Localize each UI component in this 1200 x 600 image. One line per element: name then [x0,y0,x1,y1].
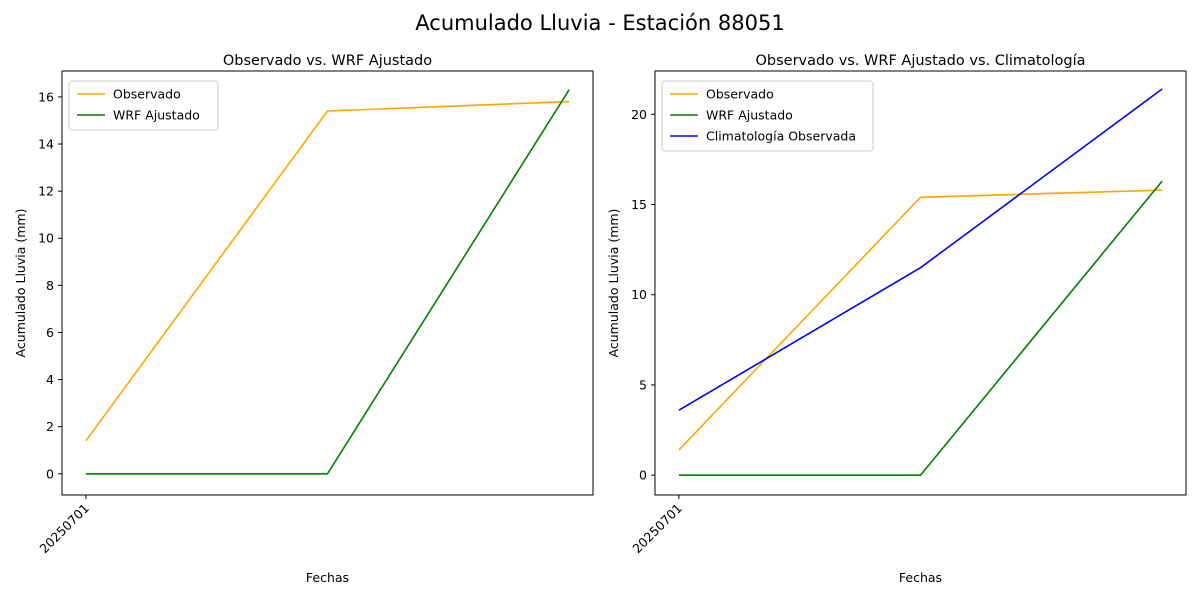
subplot-title: Observado vs. WRF Ajustado [223,53,432,69]
legend-label: Observado [706,87,774,102]
x-axis-label: Fechas [899,570,942,585]
subplot-2: Observado vs. WRF Ajustado vs. Climatolo… [606,53,1187,585]
y-tick-label: 20 [631,107,647,122]
y-axis-label: Acumulado Lluvia (mm) [13,209,28,358]
subplot-title: Observado vs. WRF Ajustado vs. Climatolo… [756,53,1086,69]
series-line-climatología-observada [678,88,1163,411]
y-tick-label: 4 [46,372,54,387]
plot-frame [61,70,594,496]
figure-title: Acumulado Lluvia - Estación 88051 [415,11,784,35]
legend-label: Observado [113,87,181,102]
y-tick-label: 12 [38,184,54,199]
legend-box [661,80,874,152]
legend-label: Climatología Observada [706,129,856,144]
series-line-observado [85,100,570,442]
y-axis-label: Acumulado Lluvia (mm) [606,209,621,358]
x-axis-label: Fechas [306,570,349,585]
legend-box [68,80,219,131]
y-tick-label: 10 [631,287,647,302]
plot-frame [654,70,1187,496]
x-tick-label: 20250701 [36,501,92,557]
y-tick-label: 5 [639,377,647,392]
y-tick-label: 6 [46,325,54,340]
y-tick-label: 0 [639,468,647,483]
y-tick-label: 10 [38,231,54,246]
subplot-1: Observado vs. WRF Ajustado 0 2 4 6 8 10 12 14 16 2… [13,53,594,585]
y-tick-label: 8 [46,278,54,293]
series-line-wrf-ajustado [85,89,570,475]
y-tick-label: 2 [46,419,54,434]
y-tick-label: 15 [631,197,647,212]
x-tick-label: 20250701 [629,501,685,557]
legend-label: WRF Ajustado [113,108,200,123]
y-tick-label: 0 [46,466,54,481]
legend-label: WRF Ajustado [706,108,793,123]
series-line-observado [678,189,1163,451]
series-line-wrf-ajustado [678,180,1163,477]
y-tick-label: 14 [38,137,54,152]
legend: Observado WRF Ajustado Climatología Observ… [661,80,874,152]
y-tick-label: 16 [38,89,54,104]
legend: Observado WRF Ajustado [68,80,219,131]
